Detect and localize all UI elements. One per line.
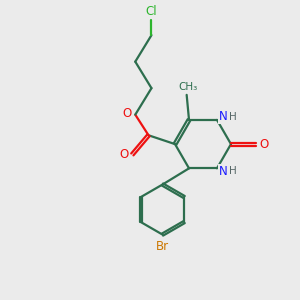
Text: N: N xyxy=(218,110,227,123)
Text: CH₃: CH₃ xyxy=(178,82,198,92)
Text: O: O xyxy=(119,148,129,161)
Text: Cl: Cl xyxy=(146,5,157,18)
Text: O: O xyxy=(260,138,269,151)
Text: O: O xyxy=(122,107,132,120)
Text: Br: Br xyxy=(156,240,169,253)
Text: N: N xyxy=(218,165,227,178)
Text: H: H xyxy=(229,166,237,176)
Text: H: H xyxy=(229,112,237,122)
